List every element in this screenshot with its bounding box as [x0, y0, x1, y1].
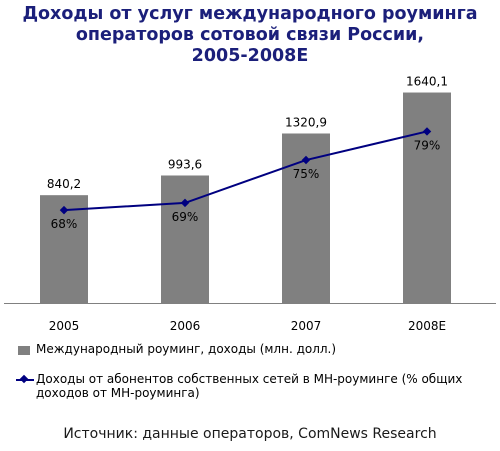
line-series-path	[63, 130, 428, 212]
line-value-label-2007: 75%	[293, 167, 320, 181]
line-point-2008E	[422, 127, 432, 136]
bar-2006	[161, 175, 209, 303]
x-tick-label-2005: 2005	[49, 319, 80, 333]
x-tick-label-2007: 2007	[291, 319, 322, 333]
line-value-label-2005: 68%	[51, 217, 78, 231]
bar-2008E	[403, 92, 451, 303]
chart-title-line-2: операторов сотовой связи России,	[75, 25, 425, 45]
line-value-label-2008E: 79%	[414, 138, 441, 152]
x-tick-label-2006: 2006	[170, 319, 201, 333]
line-point-2006	[180, 198, 190, 208]
legend-label-line: Доходы от абонентов собственных сетей в …	[36, 372, 462, 400]
chart-title: Доходы от услуг международного роуминга …	[0, 4, 500, 67]
x-tick-label-2008E: 2008E	[408, 319, 446, 333]
chart-title-line-3: 2005-2008Е	[191, 46, 309, 66]
line-point-2007	[301, 155, 311, 165]
bar-value-label-2007: 1320,9	[285, 115, 327, 129]
legend-label-line-1: Доходы от абонентов собственных сетей в …	[36, 372, 463, 386]
bar-value-label-2008E: 1640,1	[406, 75, 448, 89]
legend-label-line-2: доходов от МН-роуминга)	[36, 386, 200, 400]
legend-swatch-bar	[18, 346, 30, 355]
bar-value-label-2006: 993,6	[168, 157, 202, 171]
line-point-2005	[59, 205, 69, 215]
line-value-label-2006: 69%	[172, 210, 199, 224]
chart-title-line-1: Доходы от услуг международного роуминга	[22, 4, 478, 24]
legend-label-bars: Международный роуминг, доходы (млн. долл…	[36, 342, 337, 356]
bar-value-label-2005: 840,2	[47, 177, 81, 191]
source-note: Источник: данные операторов, ComNews Res…	[63, 426, 437, 442]
